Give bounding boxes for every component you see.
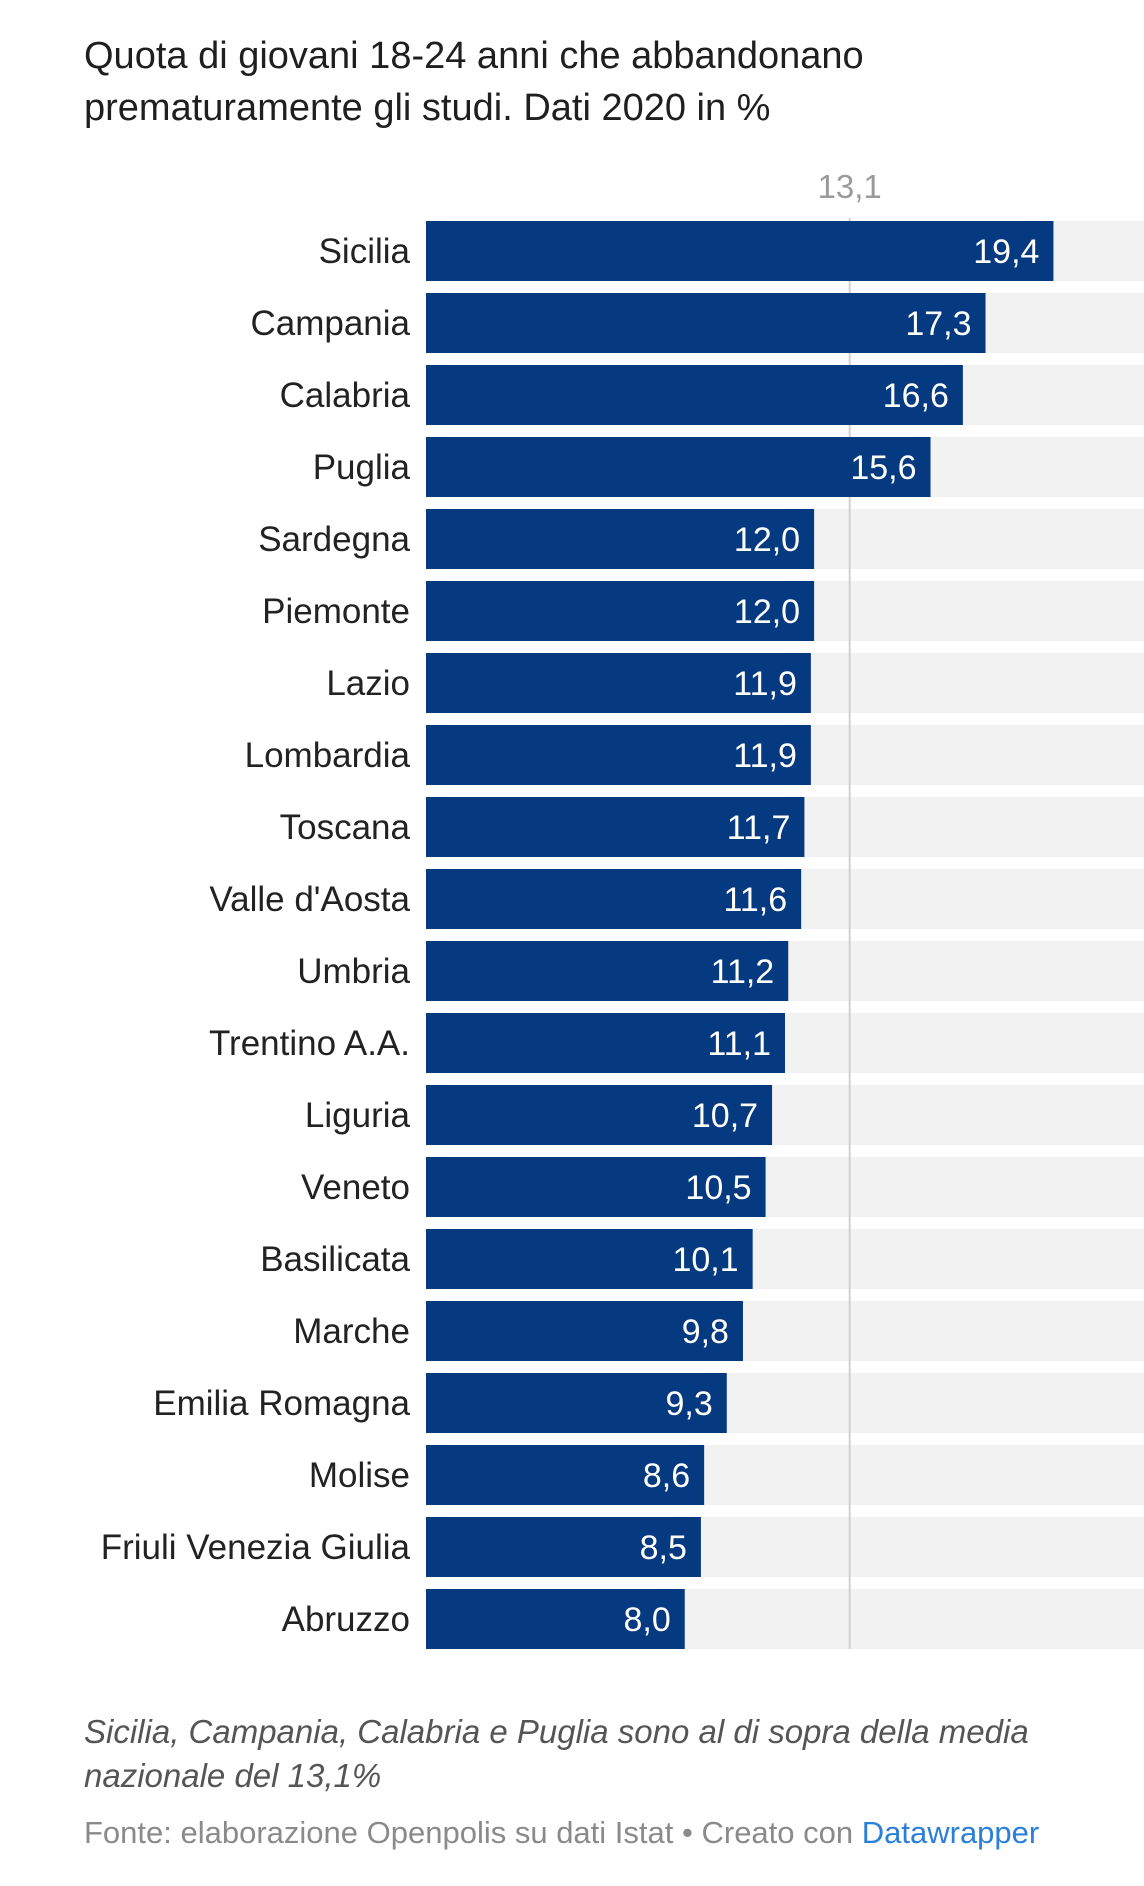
category-label: Emilia Romagna: [153, 1384, 410, 1423]
value-label: 9,8: [682, 1313, 729, 1351]
value-label: 11,2: [711, 953, 775, 991]
value-label: 8,0: [623, 1601, 670, 1639]
category-label: Liguria: [305, 1096, 411, 1135]
bar: [426, 221, 1054, 281]
category-label: Calabria: [280, 376, 411, 415]
value-label: 11,6: [724, 881, 788, 919]
value-label: 10,1: [672, 1241, 738, 1279]
bar: [426, 365, 963, 425]
bar: [426, 509, 815, 569]
category-label: Puglia: [313, 448, 411, 487]
bar: [426, 869, 802, 929]
bar: [426, 1517, 701, 1577]
bar: [426, 1373, 727, 1433]
category-label: Campania: [250, 304, 410, 343]
value-label: 11,9: [733, 737, 797, 775]
bar: [426, 581, 815, 641]
bar: [426, 1013, 785, 1073]
bar: [426, 1157, 766, 1217]
bar: [426, 941, 789, 1001]
value-label: 12,0: [734, 593, 800, 631]
value-label: 19,4: [973, 233, 1039, 271]
category-label: Basilicata: [260, 1240, 410, 1279]
footer-separator: •: [682, 1815, 693, 1850]
category-label: Marche: [293, 1312, 410, 1351]
bar: [426, 293, 986, 353]
value-label: 8,5: [640, 1529, 687, 1567]
bar: [426, 1301, 743, 1361]
value-label: 9,3: [666, 1385, 713, 1423]
footer: Fonte: elaborazione Openpolis su dati Is…: [84, 1815, 1039, 1851]
bar: [426, 1085, 773, 1145]
category-label: Valle d'Aosta: [209, 880, 410, 919]
bar: [426, 797, 805, 857]
category-label: Sardegna: [258, 520, 410, 559]
bar: [426, 1445, 705, 1505]
value-label: 10,7: [692, 1097, 758, 1135]
chart-title: Quota di giovani 18-24 anni che abbandon…: [84, 35, 864, 129]
bar: [426, 1229, 753, 1289]
value-label: 11,9: [733, 665, 797, 703]
value-label: 11,7: [727, 809, 791, 847]
bar-chart: 13,1 Sicilia 19,4 Campania 17,3 Calabria 16,6 P…: [101, 168, 1144, 1649]
created-with-text: Creato con: [701, 1815, 854, 1850]
reference-line-label: 13,1: [818, 168, 882, 205]
category-label: Friuli Venezia Giulia: [101, 1528, 411, 1567]
value-label: 15,6: [850, 449, 916, 487]
chart-note: Sicilia, Campania, Calabria e Puglia son…: [84, 1713, 1029, 1794]
category-label: Toscana: [280, 808, 411, 847]
value-label: 11,1: [707, 1025, 771, 1063]
category-label: Umbria: [297, 952, 410, 991]
bar: [426, 437, 931, 497]
value-label: 12,0: [734, 521, 800, 559]
category-label: Abruzzo: [282, 1600, 410, 1639]
source-text: Fonte: elaborazione Openpolis su dati Is…: [84, 1815, 674, 1850]
datawrapper-link[interactable]: Datawrapper: [861, 1815, 1040, 1850]
category-label: Veneto: [301, 1168, 410, 1207]
category-label: Lazio: [326, 664, 410, 703]
bar: [426, 653, 811, 713]
bar: [426, 725, 811, 785]
value-label: 10,5: [685, 1169, 751, 1207]
value-label: 17,3: [905, 305, 971, 343]
category-label: Molise: [309, 1456, 410, 1495]
bar: [426, 1589, 685, 1649]
category-label: Sicilia: [319, 232, 411, 271]
category-label: Trentino A.A.: [209, 1024, 410, 1063]
value-label: 8,6: [643, 1457, 690, 1495]
value-label: 16,6: [883, 377, 949, 415]
category-label: Lombardia: [245, 736, 411, 775]
category-label: Piemonte: [262, 592, 410, 631]
